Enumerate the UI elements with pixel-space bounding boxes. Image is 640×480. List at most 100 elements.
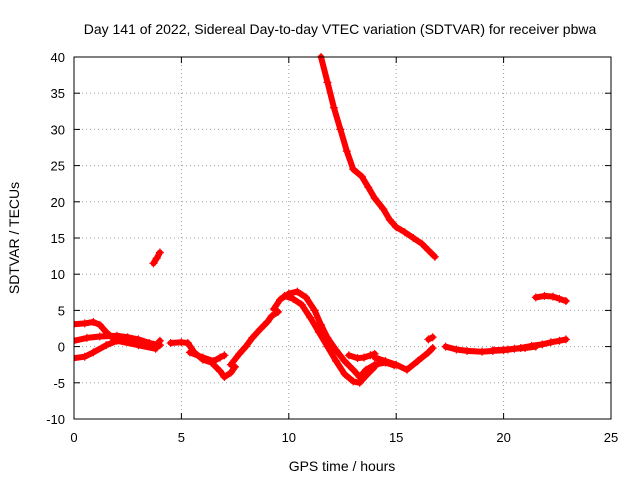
y-axis-label: SDTVAR / TECUs (6, 182, 22, 294)
y-tick-label: 30 (51, 122, 65, 137)
x-axis-label: GPS time / hours (289, 458, 396, 474)
series-track-6 (187, 349, 228, 365)
data-point-marker (155, 248, 164, 257)
data-point-marker (488, 346, 497, 355)
data-point-marker (248, 333, 257, 342)
data-point-marker (89, 348, 98, 357)
data-point-marker (344, 351, 353, 360)
data-point-marker (561, 296, 570, 305)
x-tick-label: 10 (282, 430, 296, 445)
data-point-marker (349, 165, 358, 174)
data-point-marker (323, 78, 332, 87)
y-tick-label: -5 (53, 376, 65, 391)
data-point-marker (340, 357, 349, 366)
data-point-marker (323, 342, 332, 351)
data-point-marker (392, 360, 401, 369)
data-point-marker (241, 342, 250, 351)
data-point-marker (441, 342, 450, 351)
data-point-marker (134, 335, 143, 344)
data-point-marker (336, 125, 345, 134)
data-point-marker (226, 360, 235, 369)
series-track-13 (318, 54, 438, 260)
data-point-marker (516, 344, 525, 353)
data-point-marker (220, 351, 229, 360)
x-tick-label: 5 (178, 430, 185, 445)
data-point-marker (538, 340, 547, 349)
data-point-marker (216, 353, 225, 362)
data-point-marker (531, 293, 540, 302)
data-point-marker (123, 333, 132, 342)
data-point-marker (332, 346, 341, 355)
data-point-marker (95, 332, 104, 341)
y-tick-label: 20 (51, 195, 65, 210)
data-point-marker (267, 312, 276, 321)
data-point-marker (256, 324, 265, 333)
data-point-marker (216, 367, 225, 376)
y-tick-label: 25 (51, 159, 65, 174)
data-point-marker (359, 353, 368, 362)
data-point-marker (269, 304, 278, 313)
data-point-marker (314, 328, 323, 337)
data-point-marker (413, 357, 422, 366)
data-point-marker (263, 317, 272, 326)
data-point-marker (220, 373, 229, 382)
data-point-marker (561, 335, 570, 344)
data-point-marker (235, 349, 244, 358)
data-point-marker (409, 234, 418, 242)
data-point-marker (317, 320, 326, 329)
data-point-marker (463, 346, 472, 355)
y-tick-label: -10 (46, 412, 65, 427)
series-track-11 (371, 345, 436, 373)
data-point-marker (80, 352, 89, 361)
data-point-marker (392, 223, 401, 232)
data-point-marker (370, 194, 379, 203)
y-tick-label: 0 (58, 340, 65, 355)
data-point-marker (379, 205, 388, 214)
data-point-marker (185, 348, 194, 357)
data-point-marker (198, 353, 207, 362)
data-point-marker (428, 333, 437, 342)
data-point-marker (424, 246, 433, 255)
x-tick-label: 0 (70, 430, 77, 445)
y-tick-label: 35 (51, 86, 65, 101)
x-tick-label: 15 (389, 430, 403, 445)
data-point-marker (306, 313, 315, 322)
series-track-7 (227, 308, 282, 368)
data-point-marker (400, 228, 409, 237)
data-point-marker (362, 371, 371, 380)
data-point-marker (274, 307, 283, 316)
data-point-marker (293, 287, 302, 296)
data-point-marker (297, 300, 306, 309)
grid-lines (74, 57, 611, 419)
data-point-marker (89, 317, 98, 326)
data-point-marker (424, 348, 433, 357)
y-tick-label: 15 (51, 231, 65, 246)
data-point-marker (381, 357, 390, 366)
data-point-marker (276, 295, 285, 304)
data-point-marker (417, 239, 426, 248)
data-point-marker (74, 336, 78, 345)
data-point-marker (353, 354, 362, 363)
data-point-marker (503, 345, 512, 354)
data-point-marker (527, 341, 536, 350)
data-point-marker (342, 147, 351, 156)
data-point-marker (546, 338, 555, 347)
data-point-marker (149, 259, 158, 268)
data-point-marker (152, 254, 161, 263)
data-point-marker (349, 377, 358, 386)
data-point-marker (280, 291, 289, 300)
data-point-marker (289, 294, 298, 303)
chart-title: Day 141 of 2022, Sidereal Day-to-day VTE… (84, 21, 597, 37)
data-point-marker (301, 293, 310, 302)
data-point-marker (549, 292, 558, 301)
data-point-marker (95, 320, 104, 329)
data-point-marker (74, 354, 78, 363)
data-point-marker (385, 215, 394, 224)
data-point-marker (102, 341, 111, 350)
data-point-marker (555, 294, 564, 303)
data-point-marker (370, 353, 379, 362)
y-tick-label: 10 (51, 267, 65, 282)
data-point-marker (424, 335, 433, 344)
data-point-marker (430, 252, 439, 261)
